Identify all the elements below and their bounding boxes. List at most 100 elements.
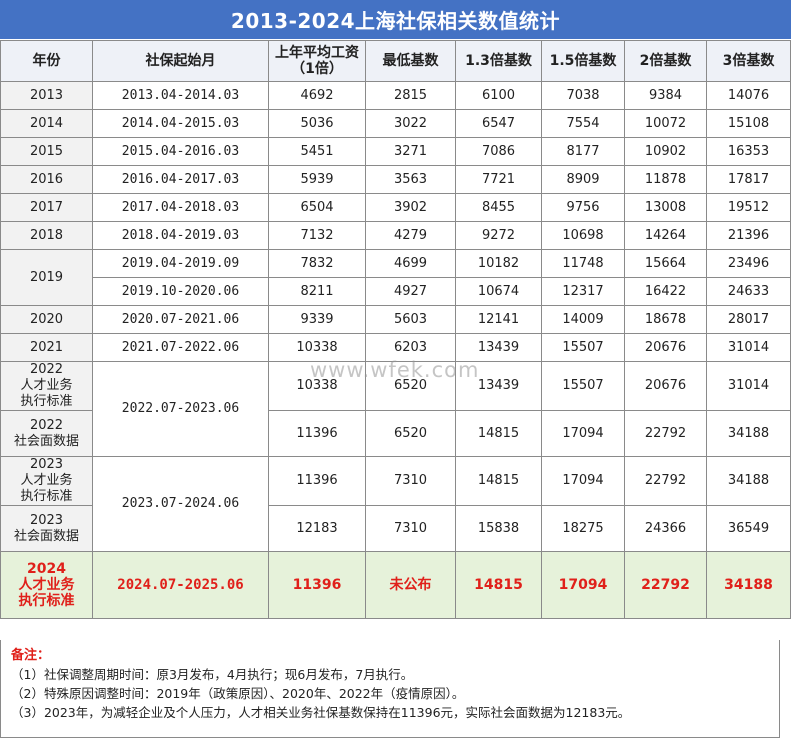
value-cell: 7310 [365, 456, 456, 506]
period-cell: 2019.10-2020.06 [92, 277, 269, 306]
value-cell: 3022 [365, 109, 456, 138]
value-cell: 6203 [365, 333, 456, 362]
value-cell: 6547 [455, 109, 542, 138]
value-cell: 8211 [268, 277, 366, 306]
value-cell: 6520 [365, 410, 456, 457]
table-row: 2022 社会面数据 11396 6520 14815 17094 22792 … [0, 410, 791, 457]
value-cell: 31014 [706, 361, 791, 411]
year-cell: 2024 人才业务 执行标准 [0, 551, 93, 619]
value-cell: 21396 [706, 221, 791, 250]
table-row: 2014 2014.04-2015.03 5036 3022 6547 7554… [0, 109, 791, 138]
header-3x: 3倍基数 [706, 40, 791, 82]
value-cell: 31014 [706, 333, 791, 362]
period-cell: 2024.07-2025.06 [92, 551, 269, 619]
value-cell: 5451 [268, 137, 366, 166]
header-year: 年份 [0, 40, 93, 82]
value-cell: 15507 [541, 361, 625, 411]
table-row: 2016 2016.04-2017.03 5939 3563 7721 8909… [0, 165, 791, 194]
header-avg-wage: 上年平均工资 （1倍） [268, 40, 366, 82]
period-cell: 2014.04-2015.03 [92, 109, 269, 138]
value-cell: 24633 [706, 277, 791, 306]
value-cell: 10338 [268, 333, 366, 362]
value-cell: 7086 [455, 137, 542, 166]
value-cell: 6100 [455, 81, 542, 110]
value-cell: 15664 [624, 249, 707, 278]
period-cell: 2020.07-2021.06 [92, 305, 269, 334]
year-cell: 2023 人才业务 执行标准 [0, 456, 93, 506]
value-cell: 13439 [455, 361, 542, 411]
value-cell: 34188 [706, 456, 791, 506]
year-cell: 2013 [0, 81, 93, 110]
value-cell: 24366 [624, 505, 707, 552]
year-cell: 2015 [0, 137, 93, 166]
value-cell: 9272 [455, 221, 542, 250]
value-cell: 23496 [706, 249, 791, 278]
year-cell: 2022 社会面数据 [0, 410, 93, 457]
highlight-row: 2024 人才业务 执行标准 2024.07-2025.06 11396 未公布… [0, 551, 791, 619]
value-cell: 10902 [624, 137, 707, 166]
value-cell: 7554 [541, 109, 625, 138]
year-cell: 2016 [0, 165, 93, 194]
table-row: 2013 2013.04-2014.03 4692 2815 6100 7038… [0, 81, 791, 110]
value-cell: 4692 [268, 81, 366, 110]
table-row: 2023 社会面数据 12183 7310 15838 18275 24366 … [0, 505, 791, 552]
value-cell: 22792 [624, 456, 707, 506]
table-row: 2022 人才业务 执行标准 2022.07-2023.06 10338 652… [0, 361, 791, 457]
value-cell: 12183 [268, 505, 366, 552]
value-cell: 15838 [455, 505, 542, 552]
value-cell: 9384 [624, 81, 707, 110]
value-cell: 11396 [268, 410, 366, 457]
table-title: 2013-2024上海社保相关数值统计 [0, 0, 791, 39]
value-cell: 9756 [541, 193, 625, 222]
value-cell: 13008 [624, 193, 707, 222]
value-cell: 15108 [706, 109, 791, 138]
value-cell: 5939 [268, 165, 366, 194]
year-cell: 2018 [0, 221, 93, 250]
table-row: 2020 2020.07-2021.06 9339 5603 12141 140… [0, 305, 791, 334]
value-cell: 34188 [706, 551, 791, 619]
year-cell: 2019 [0, 249, 93, 306]
value-cell: 14815 [455, 410, 542, 457]
value-cell: 7132 [268, 221, 366, 250]
value-cell: 11396 [268, 456, 366, 506]
value-cell: 3563 [365, 165, 456, 194]
value-cell: 12141 [455, 305, 542, 334]
table-row: 2017 2017.04-2018.03 6504 3902 8455 9756… [0, 193, 791, 222]
note-line: （1）社保调整周期时间：原3月发布，4月执行；现6月发布，7月执行。 [11, 667, 414, 682]
period-cell: 2017.04-2018.03 [92, 193, 269, 222]
period-cell: 2018.04-2019.03 [92, 221, 269, 250]
year-cell: 2014 [0, 109, 93, 138]
value-cell: 14264 [624, 221, 707, 250]
note-line: （3）2023年，为减轻企业及个人压力，人才相关业务社保基数保持在11396元，… [11, 705, 631, 720]
period-cell: 2016.04-2017.03 [92, 165, 269, 194]
value-cell: 16353 [706, 137, 791, 166]
notes-section: 备注： （1）社保调整周期时间：原3月发布，4月执行；现6月发布，7月执行。 （… [0, 640, 780, 738]
value-cell: 5036 [268, 109, 366, 138]
value-cell: 7310 [365, 505, 456, 552]
year-cell: 2023 社会面数据 [0, 505, 93, 552]
value-cell: 11748 [541, 249, 625, 278]
value-cell: 4279 [365, 221, 456, 250]
value-cell: 17094 [541, 456, 625, 506]
value-cell: 2815 [365, 81, 456, 110]
value-cell: 17817 [706, 165, 791, 194]
value-cell: 4927 [365, 277, 456, 306]
period-cell: 2021.07-2022.06 [92, 333, 269, 362]
value-cell: 10338 [268, 361, 366, 411]
period-cell: 2022.07-2023.06 [92, 361, 269, 457]
value-cell: 11396 [268, 551, 366, 619]
value-cell: 19512 [706, 193, 791, 222]
value-cell: 10072 [624, 109, 707, 138]
notes-heading: 备注： [11, 648, 51, 663]
period-cell: 2023.07-2024.06 [92, 456, 269, 552]
header-row: 年份 社保起始月 上年平均工资 （1倍） 最低基数 1.3倍基数 1.5倍基数 … [0, 40, 791, 82]
note-line: （2）特殊原因调整时间：2019年（政策原因）、2020年、2022年（疫情原因… [11, 686, 465, 701]
value-cell: 17094 [541, 551, 625, 619]
value-cell: 16422 [624, 277, 707, 306]
value-cell: 13439 [455, 333, 542, 362]
value-cell: 14815 [455, 456, 542, 506]
value-cell: 4699 [365, 249, 456, 278]
period-cell: 2019.04-2019.09 [92, 249, 269, 278]
header-1-5x: 1.5倍基数 [541, 40, 625, 82]
value-cell: 6504 [268, 193, 366, 222]
